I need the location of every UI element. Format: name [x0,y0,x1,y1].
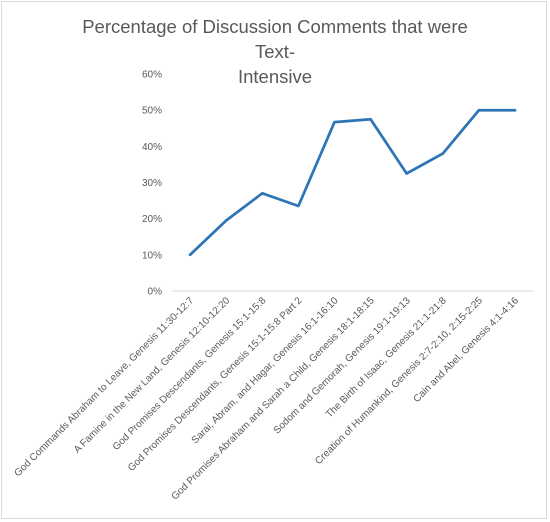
y-tick-label: 0% [148,287,163,298]
y-tick-label: 60% [142,70,162,81]
y-tick-label: 40% [142,142,162,153]
chart-title: Percentage of Discussion Comments that w… [60,14,490,89]
data-point [513,108,517,112]
chart-title-line-1: Percentage of Discussion Comments that w… [82,16,468,62]
data-point [441,152,444,155]
data-point [369,118,372,121]
series-line [188,108,517,257]
x-tick-label: Creation of Humankind, Genesis 2:7-2:10,… [313,295,485,467]
chart-title-line-2: Intensive [237,66,313,87]
data-point [188,253,192,257]
data-points [188,108,517,257]
data-point [261,192,264,195]
y-tick-label: 20% [142,214,162,225]
x-tick-label: Sodom and Gemorah, Genesis 19:1-19:13 [272,295,413,436]
y-axis-ticks: 0% 10% 20% 30% 40% 50% 60% [142,70,162,298]
data-point [224,219,228,222]
data-point [333,120,336,124]
x-tick-label: God Promises Descendants, Genesis 15:1-1… [126,295,305,474]
data-point [297,204,300,208]
data-point [477,108,481,112]
data-point [405,172,408,175]
y-tick-label: 30% [142,178,162,189]
y-tick-label: 50% [142,106,162,117]
y-tick-label: 10% [142,250,162,261]
x-axis-tick-labels: God Commands Abraham to Leave, Genesis 1… [12,295,521,502]
